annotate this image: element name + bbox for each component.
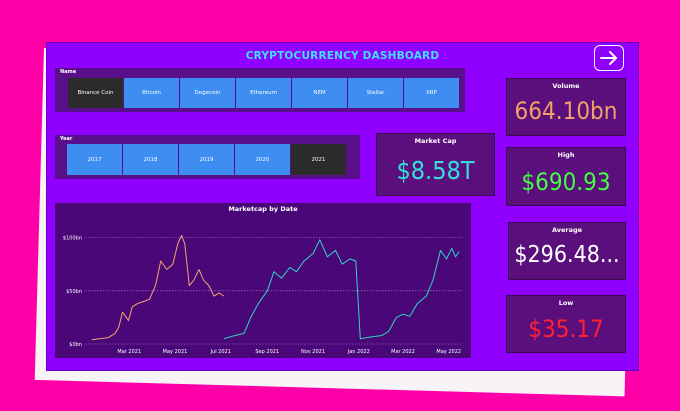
marketcap-chart: Marketcap by Date $0bn $50bn $100bn Mar 202… bbox=[55, 203, 471, 358]
x-tick-label: Mar 2021 bbox=[117, 349, 141, 355]
x-tick-label: Jan 2022 bbox=[347, 349, 370, 355]
name-button-bitcoin[interactable]: Bitcoin bbox=[124, 78, 179, 108]
year-slicer: Year 2017 2018 2019 2020 2021 bbox=[55, 135, 360, 179]
y-tick-label: $50bn bbox=[66, 289, 82, 295]
name-slicer-label: Name bbox=[60, 69, 77, 75]
volume-value: 664.10bn bbox=[514, 97, 618, 125]
name-button-dogecoin[interactable]: Dogecoin bbox=[180, 78, 235, 108]
market-cap-card: Market Cap $8.58T bbox=[377, 134, 494, 195]
year-button-2017[interactable]: 2017 bbox=[67, 144, 122, 175]
volume-label: Volume bbox=[552, 82, 580, 90]
x-tick-label: Nov 2021 bbox=[301, 349, 325, 355]
low-value: $35.17 bbox=[528, 315, 604, 343]
name-button-ethereum[interactable]: Ethereum bbox=[236, 78, 291, 108]
market-cap-value: $8.58T bbox=[396, 156, 475, 185]
x-tick-label: Sep 2021 bbox=[255, 349, 279, 355]
average-card: Average $296.48... bbox=[509, 223, 625, 279]
name-button-binance-coin[interactable]: Binance Coin bbox=[68, 78, 123, 108]
dashboard-title: CRYPTOCURRENCY DASHBOARD bbox=[245, 50, 440, 62]
volume-card: Volume 664.10bn bbox=[507, 79, 625, 135]
high-card: High $690.93 bbox=[507, 148, 625, 205]
average-label: Average bbox=[551, 226, 583, 234]
year-button-2018[interactable]: 2018 bbox=[123, 144, 178, 175]
low-label: Low bbox=[558, 299, 574, 307]
chart-canvas: $0bn $50bn $100bn Mar 2021 May 2021 Jul 2021 S… bbox=[63, 235, 463, 355]
year-slicer-label: Year bbox=[60, 136, 73, 142]
name-button-row: Binance Coin Bitcoin Dogecoin Ethereum NEM St… bbox=[68, 78, 459, 108]
high-value: $690.93 bbox=[521, 168, 611, 196]
next-page-button[interactable] bbox=[594, 45, 624, 71]
x-tick-label: May 2022 bbox=[436, 349, 461, 355]
year-button-row: 2017 2018 2019 2020 2021 bbox=[67, 144, 346, 175]
high-label: High bbox=[557, 151, 575, 159]
x-tick-label: Mar 2022 bbox=[391, 349, 415, 355]
low-card: Low $35.17 bbox=[507, 296, 625, 352]
year-button-2019[interactable]: 2019 bbox=[179, 144, 234, 175]
arrow-right-icon bbox=[600, 51, 617, 65]
name-button-stellar[interactable]: Stellar bbox=[348, 78, 403, 108]
y-tick-label: $0bn bbox=[69, 342, 82, 348]
x-tick-label: Jul 2021 bbox=[210, 349, 231, 355]
x-tick-label: May 2021 bbox=[163, 349, 188, 355]
name-button-nem[interactable]: NEM bbox=[292, 78, 347, 108]
y-tick-label: $100bn bbox=[63, 236, 82, 242]
average-value: $296.48... bbox=[514, 242, 620, 268]
dashboard-panel: CRYPTOCURRENCY DASHBOARD Name Binance Co… bbox=[46, 42, 639, 371]
name-button-xrp[interactable]: XRP bbox=[404, 78, 459, 108]
series-line-1 bbox=[223, 239, 460, 340]
year-button-2020[interactable]: 2020 bbox=[235, 144, 290, 175]
year-button-2021[interactable]: 2021 bbox=[291, 144, 346, 175]
series-line-0 bbox=[91, 235, 225, 341]
name-slicer: Name Binance Coin Bitcoin Dogecoin Ethereum… bbox=[55, 68, 465, 112]
market-cap-label: Market Cap bbox=[414, 137, 457, 145]
chart-title: Marketcap by Date bbox=[228, 205, 298, 213]
